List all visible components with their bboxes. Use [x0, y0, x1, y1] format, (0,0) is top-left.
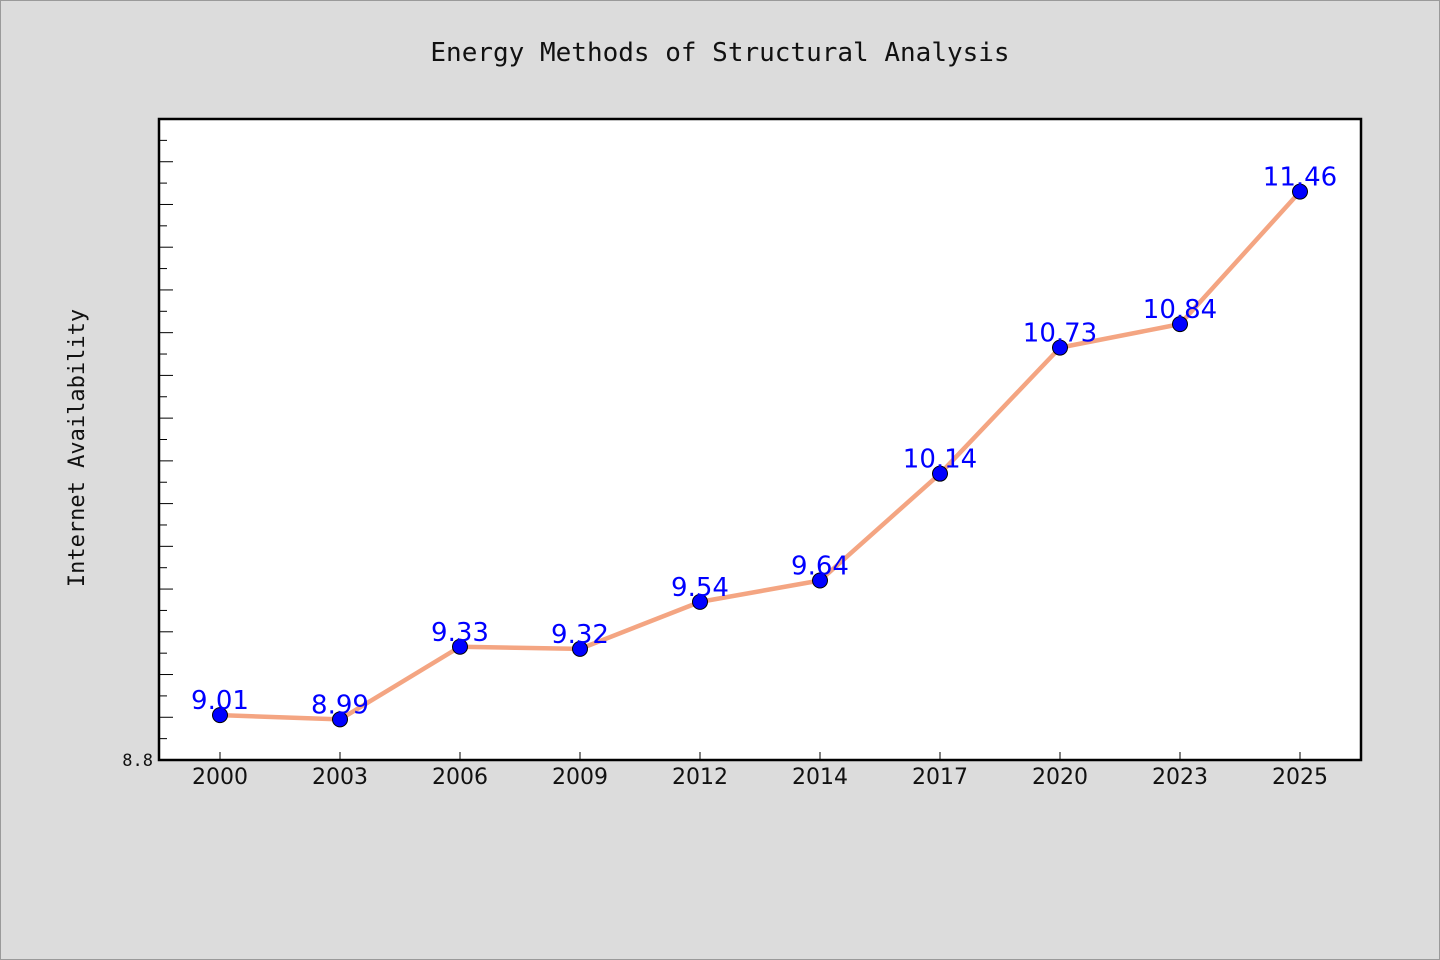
x-axis-ticks: 2000 2003 2006 2009 2012 2014 2017 2020 2023 2025	[192, 752, 1328, 790]
data-label: 8.99	[311, 690, 369, 720]
x-tick-label: 2006	[432, 765, 488, 790]
x-tick-label: 2003	[312, 765, 368, 790]
y-axis-label: Internet Availability	[65, 309, 90, 587]
series-line-group	[217, 189, 1303, 722]
data-point	[572, 640, 588, 657]
data-label: 10.84	[1143, 295, 1217, 325]
plot-area	[157, 117, 1363, 762]
x-tick-label: 2012	[672, 765, 728, 790]
data-label: 9.54	[671, 573, 729, 603]
x-tick-label: 2020	[1032, 765, 1088, 790]
data-point	[212, 707, 228, 724]
data-point	[1172, 316, 1188, 333]
chart-title: Energy Methods of Structural Analysis	[430, 38, 1009, 68]
data-point	[1292, 183, 1308, 200]
data-point	[692, 593, 708, 610]
y-tick-label: 8.8	[122, 751, 153, 771]
y-axis-ticks: 8.8	[122, 118, 173, 771]
x-tick-label: 2000	[192, 765, 248, 790]
x-tick-label: 2025	[1272, 765, 1328, 790]
data-label: 10.14	[903, 445, 977, 475]
data-label: 10.73	[1023, 319, 1097, 349]
x-tick-label: 2009	[552, 765, 608, 790]
data-point	[332, 711, 348, 728]
data-label: 9.33	[431, 618, 489, 648]
x-tick-label: 2014	[792, 765, 848, 790]
x-tick-label: 2017	[912, 765, 968, 790]
data-label: 9.32	[551, 620, 609, 650]
data-label: 11.46	[1263, 163, 1337, 193]
data-point	[812, 572, 828, 589]
series-line	[217, 189, 1303, 722]
data-point	[932, 465, 948, 482]
data-point	[452, 638, 468, 655]
data-point	[1052, 339, 1068, 356]
series-markers	[212, 183, 1308, 728]
data-label: 9.01	[191, 686, 249, 716]
data-label: 9.64	[791, 552, 849, 582]
x-tick-label: 2023	[1152, 765, 1208, 790]
data-labels: 9.01 8.99 9.33 9.32 9.54 9.64 10.14 10.73 10.84 1…	[191, 163, 1337, 721]
